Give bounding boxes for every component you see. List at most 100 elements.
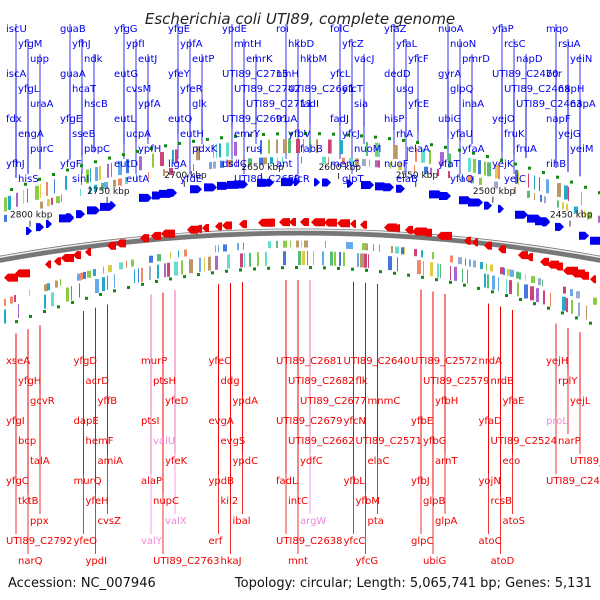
feature-block	[244, 253, 245, 268]
gene-label-fruk: fruK	[504, 129, 525, 140]
reverse-gene-arrow	[279, 218, 290, 227]
tick-label-2500-kbp: 2500 kbp	[473, 187, 516, 197]
feature-block	[368, 254, 369, 269]
feature-block	[184, 249, 187, 257]
feature-block	[515, 169, 518, 184]
gene-label-ppx: ppx	[30, 516, 49, 527]
gc-marker	[486, 155, 489, 159]
feature-block	[468, 157, 471, 172]
feature-block	[448, 171, 450, 179]
feature-block	[126, 260, 127, 268]
gc-marker	[561, 311, 564, 315]
gene-label-liga: ligA	[168, 159, 187, 170]
feature-block	[213, 161, 216, 169]
gene-label-rus: rus	[246, 144, 262, 155]
gene-label-amia: amiA	[98, 456, 124, 467]
feature-block	[231, 159, 233, 167]
feature-block	[101, 182, 104, 190]
gc-marker	[108, 156, 111, 160]
feature-block	[283, 240, 287, 248]
feature-block	[216, 143, 217, 158]
gene-label-yfcg: yfcG	[356, 556, 379, 567]
genome-backbone	[0, 228, 600, 263]
feature-block	[342, 157, 345, 165]
tick-label-2650-kbp: 2650 kbp	[241, 163, 284, 173]
gene-label-uraa: uraA	[30, 99, 54, 110]
feature-block	[301, 156, 302, 164]
map-title: Escherichia coli UTI89, complete genome	[145, 10, 455, 28]
feature-block	[468, 175, 472, 183]
gene-label-yfct: yfcT	[342, 84, 364, 95]
gc-marker	[584, 185, 587, 189]
feature-block	[104, 182, 108, 190]
gene-label-yfer: yfeR	[180, 84, 203, 95]
gc-marker	[360, 134, 363, 138]
reverse-gene-arrow	[161, 229, 175, 238]
feature-block	[99, 165, 101, 180]
feature-block	[167, 262, 170, 277]
feature-block	[479, 177, 482, 185]
feature-block	[366, 141, 368, 156]
reverse-gene-arrow	[554, 262, 563, 271]
gene-label-uti89-c2653: UTI89_C2653	[234, 174, 301, 185]
gc-marker	[57, 305, 60, 309]
gene-label-atoc: atoC	[479, 536, 502, 547]
reverse-gene-arrow	[61, 254, 74, 263]
genome-backbone-highlight	[0, 229, 600, 259]
feature-block	[90, 168, 91, 183]
gc-marker	[164, 144, 167, 148]
reverse-gene-arrow	[311, 218, 325, 227]
feature-block	[265, 251, 267, 266]
gene-label-arnt: arnT	[435, 456, 458, 467]
feature-block	[388, 256, 392, 271]
gene-label-pbpc: pbpC	[84, 144, 110, 155]
gene-label-nuof: nuoF	[384, 159, 409, 170]
gc-marker	[127, 285, 130, 289]
feature-block	[398, 162, 402, 170]
feature-block	[18, 304, 19, 319]
feature-block	[562, 202, 564, 210]
gc-marker	[206, 137, 209, 141]
feature-block	[440, 152, 444, 167]
feature-block	[467, 269, 468, 284]
feature-block	[307, 251, 308, 266]
reverse-gene-arrow	[360, 220, 367, 229]
forward-gene-arrow	[204, 183, 217, 192]
feature-block	[550, 292, 551, 307]
gc-marker	[309, 266, 312, 270]
gene-label-yfeo: yfeO	[74, 536, 98, 547]
gene-label-glpc: glpC	[411, 536, 433, 547]
feature-block	[313, 251, 314, 266]
feature-block	[283, 251, 286, 266]
gene-label-inaa: inaA	[462, 99, 484, 110]
tick-label-2600-kbp: 2600 kbp	[319, 163, 362, 173]
gene-label-euth: eutH	[180, 129, 204, 140]
gene-label-napa: napA	[570, 99, 596, 110]
feature-block	[563, 286, 566, 294]
forward-gene-arrow	[36, 223, 44, 232]
feature-block	[204, 257, 205, 272]
gene-label-upp: upp	[30, 54, 49, 65]
gene-label-uti89-c2487: UTI89_C2487	[570, 456, 600, 467]
reverse-gene-arrow	[187, 225, 198, 234]
feature-block	[360, 253, 364, 268]
gene-label-euta: eutA	[126, 174, 149, 185]
gc-marker	[150, 147, 153, 150]
reverse-gene-arrow	[289, 218, 296, 227]
feature-block	[118, 161, 122, 176]
gc-marker	[281, 266, 284, 270]
gene-label-hemf: hemF	[86, 436, 114, 447]
feature-block	[220, 160, 224, 168]
feature-block	[562, 296, 566, 311]
feature-block	[213, 144, 214, 159]
feature-block	[47, 283, 50, 291]
gc-marker	[141, 282, 144, 286]
feature-block	[586, 305, 587, 320]
gene-label-murp: murP	[141, 356, 167, 367]
feature-block	[362, 243, 366, 251]
gc-marker	[10, 188, 13, 192]
feature-block	[44, 294, 46, 309]
gene-label-yfcc: yfcC	[344, 536, 366, 547]
gene-label-prol: proL	[546, 416, 568, 427]
